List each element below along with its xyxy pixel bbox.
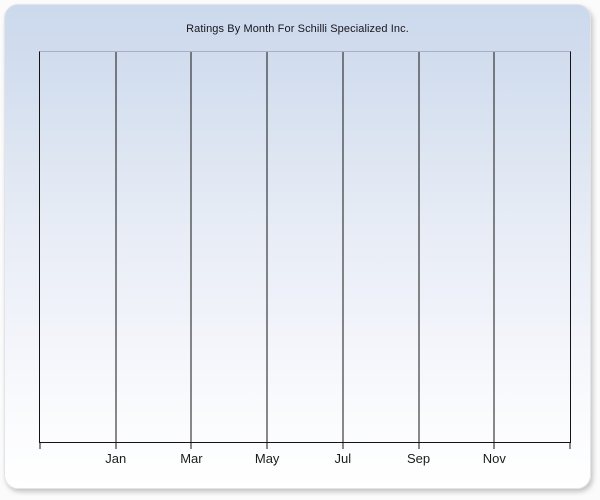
plot-area: Jan Mar May Jul Sep Nov <box>39 51 571 466</box>
x-axis-tick <box>493 443 495 449</box>
vertical-gridline <box>493 52 495 442</box>
x-axis-label: May <box>254 451 280 466</box>
chart-panel: Ratings By Month For Schilli Specialized… <box>4 4 591 489</box>
vertical-gridline <box>418 52 420 442</box>
vertical-gridline <box>266 52 268 442</box>
vertical-gridline <box>115 52 117 442</box>
x-axis-tick <box>342 443 344 449</box>
x-axis-label: Sep <box>406 451 431 466</box>
x-axis-tick <box>190 443 192 449</box>
vertical-gridline <box>342 52 344 442</box>
chart-title: Ratings By Month For Schilli Specialized… <box>186 23 409 35</box>
x-axis-tick <box>418 443 420 449</box>
x-axis-tick <box>569 443 571 449</box>
x-axis-tick <box>115 443 117 449</box>
x-axis-label: Jan <box>105 451 127 466</box>
vertical-gridline <box>190 52 192 442</box>
x-axis-label: Nov <box>482 451 506 466</box>
x-axis-label: Mar <box>180 451 203 466</box>
x-axis-tick <box>39 443 41 449</box>
x-axis-tick <box>266 443 268 449</box>
x-axis-label: Jul <box>334 451 352 466</box>
